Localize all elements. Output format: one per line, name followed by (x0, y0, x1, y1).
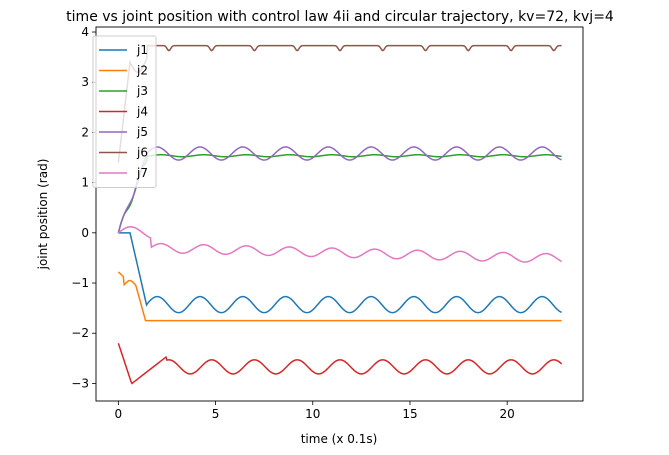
legend-label: j3 (136, 84, 148, 98)
y-axis-ticks: −3 −2 −1 0 1 2 3 4 (71, 25, 96, 390)
x-tick-label: 15 (402, 407, 417, 421)
x-tick-label: 10 (305, 407, 320, 421)
legend-label: j4 (136, 105, 148, 119)
series-line-j5 (117, 146, 562, 234)
y-tick-label: 4 (81, 25, 89, 39)
y-tick-label: 1 (81, 176, 89, 190)
legend-label: j6 (136, 146, 148, 160)
legend: j1 j2 j3 j4 j5 j6 j7 (92, 35, 157, 188)
x-tick-label: 20 (500, 407, 515, 421)
series-lines (117, 44, 563, 385)
x-tick-label: 0 (115, 407, 123, 421)
x-axis-label: time (x 0.1s) (301, 432, 378, 446)
plot-area (96, 27, 583, 401)
y-tick-label: 2 (81, 125, 89, 139)
y-tick-label: −2 (71, 326, 89, 340)
x-tick-label: 5 (212, 407, 220, 421)
y-tick-label: 3 (81, 75, 89, 89)
legend-label: j2 (136, 64, 148, 78)
series-line-j1 (118, 232, 562, 314)
plot-frame (95, 26, 584, 402)
x-axis-ticks: 0 5 10 15 20 (115, 401, 515, 421)
legend-label: j5 (136, 125, 148, 139)
y-tick-label: −3 (71, 376, 89, 390)
legend-label: j7 (136, 166, 148, 180)
series-line-j4 (117, 343, 563, 385)
legend-label: j1 (136, 43, 148, 57)
y-axis-label: joint position (rad) (36, 159, 50, 271)
series-line-j6 (117, 44, 562, 163)
series-line-j2 (117, 271, 562, 322)
y-tick-label: 0 (81, 226, 89, 240)
y-tick-label: −1 (71, 276, 89, 290)
series-line-j7 (117, 226, 562, 263)
chart-title: time vs joint position with control law … (66, 9, 614, 25)
